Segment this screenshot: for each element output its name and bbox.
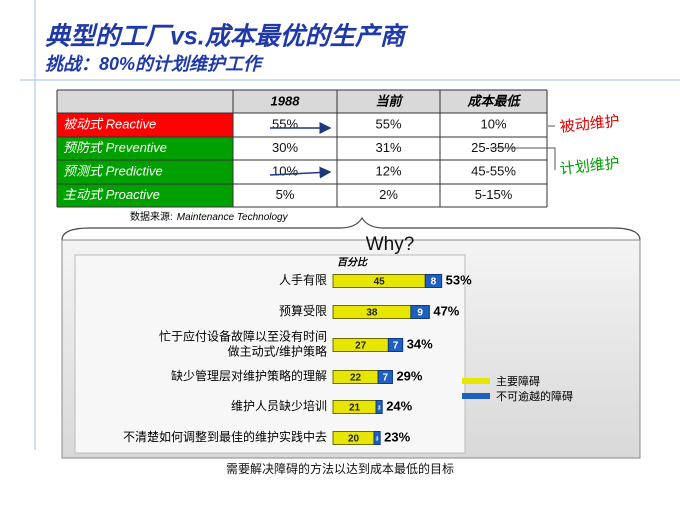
subtitle: 挑战：80%的计划维护工作 bbox=[45, 54, 264, 74]
cell: 55% bbox=[272, 116, 298, 131]
segment-label: 38 bbox=[366, 308, 378, 319]
side-label: 被动维护 bbox=[559, 113, 620, 136]
category-label: 预算受限 bbox=[279, 303, 327, 318]
cell: 10% bbox=[480, 116, 506, 131]
total-label: 53% bbox=[446, 272, 472, 287]
segment-label: 20 bbox=[348, 434, 360, 445]
total-label: 24% bbox=[386, 398, 412, 413]
row-label-bg bbox=[57, 137, 233, 160]
cell: 55% bbox=[375, 116, 401, 131]
row-label-bg bbox=[57, 113, 233, 137]
segment-label: 22 bbox=[350, 373, 362, 384]
category-label: 忙于应付设备故障以至没有时间做主动式/维护策略 bbox=[159, 329, 327, 359]
segment-label: 8 bbox=[431, 277, 437, 288]
header-cell: 成本最低 bbox=[466, 93, 521, 108]
cell: 45-55% bbox=[471, 163, 516, 178]
bar-segment bbox=[387, 338, 404, 352]
row-label: 主动式 Proactive bbox=[63, 187, 160, 202]
category-line: 忙于应付设备故障以至没有时间 bbox=[159, 329, 327, 344]
bar-segment bbox=[375, 400, 383, 414]
source-label: 数据来源: bbox=[130, 210, 173, 223]
caption: 需要解决障碍的方法以达到成本最低的目标 bbox=[226, 461, 454, 476]
bar-segment bbox=[377, 370, 393, 384]
segment-label: 3 bbox=[378, 405, 381, 411]
segment-label: 7 bbox=[393, 341, 399, 352]
cell: 12% bbox=[375, 163, 401, 178]
row-label: 预测式 Predictive bbox=[63, 163, 163, 178]
total-label: 23% bbox=[384, 429, 410, 444]
source-name: Maintenance Technology bbox=[177, 212, 289, 223]
legend-swatch bbox=[462, 378, 490, 384]
bar-segment bbox=[373, 431, 381, 445]
row-label: 被动式 Reactive bbox=[63, 116, 156, 131]
cell: 10% bbox=[272, 163, 298, 178]
cell: 31% bbox=[375, 140, 401, 155]
cell: 2% bbox=[379, 187, 398, 202]
title: 典型的工厂vs.成本最优的生产商 bbox=[45, 23, 409, 51]
segment-label: 7 bbox=[382, 373, 388, 384]
bar-segment bbox=[424, 274, 443, 288]
row-label-bg bbox=[57, 184, 233, 207]
row-label: 预防式 Preventive bbox=[63, 140, 167, 155]
legend-swatch bbox=[462, 393, 490, 399]
cell: 5% bbox=[276, 187, 295, 202]
cell: 5-15% bbox=[475, 187, 513, 202]
source: 数据来源: Maintenance Technology bbox=[130, 210, 289, 223]
connector bbox=[490, 125, 556, 170]
segment-label: 45 bbox=[374, 277, 386, 288]
legend-label: 主要障碍 bbox=[496, 374, 540, 388]
row-label-bg bbox=[57, 160, 233, 184]
category-line: 做主动式/维护策略 bbox=[228, 344, 327, 359]
cell: 30% bbox=[272, 140, 298, 155]
category-label: 不清楚如何调整到最佳的维护实践中去 bbox=[123, 429, 327, 444]
total-label: 34% bbox=[407, 336, 433, 351]
header-cell: 1988 bbox=[271, 93, 301, 108]
segment-label: 3 bbox=[376, 436, 379, 442]
header-cell: 当前 bbox=[375, 93, 403, 108]
total-label: 47% bbox=[433, 303, 459, 318]
category-label: 缺少管理层对维护策略的理解 bbox=[171, 368, 327, 383]
brace bbox=[61, 216, 641, 241]
side-label: 计划维护 bbox=[559, 155, 620, 178]
total-label: 29% bbox=[396, 368, 422, 383]
segment-label: 9 bbox=[417, 308, 423, 319]
category-label: 维护人员缺少培训 bbox=[231, 398, 327, 413]
cell: 25-35% bbox=[471, 140, 516, 155]
category-label: 人手有限 bbox=[279, 273, 327, 287]
header-row bbox=[57, 90, 547, 113]
why: Why? bbox=[366, 234, 415, 255]
value-title: 百分比 bbox=[337, 257, 369, 269]
legend-label: 不可逾越的障碍 bbox=[496, 389, 573, 403]
bar-segment bbox=[410, 305, 430, 319]
arrow bbox=[269, 166, 332, 179]
segment-label: 21 bbox=[349, 403, 361, 414]
segment-label: 27 bbox=[355, 341, 367, 352]
